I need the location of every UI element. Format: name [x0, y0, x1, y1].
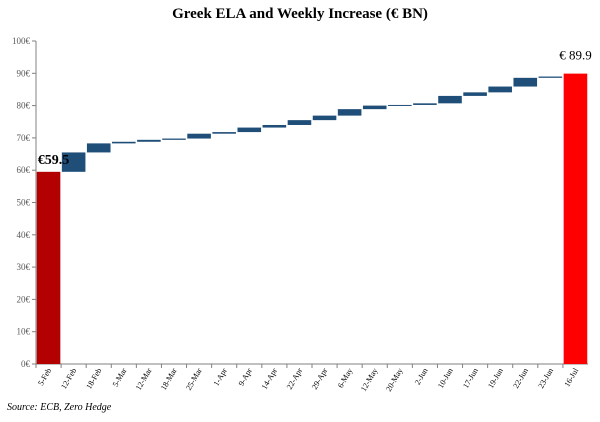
y-tick-label: 80€	[17, 101, 31, 111]
bar-increment	[187, 133, 211, 139]
x-tick-label: 5-Mar	[111, 366, 129, 388]
x-tick-label: 10-Jun	[436, 367, 455, 390]
x-tick-label: 14-Apr	[260, 366, 280, 391]
x-tick-label: 19-Jun	[486, 367, 505, 390]
x-tick-label: 6-May	[336, 367, 354, 390]
bar-increment	[463, 92, 487, 96]
x-tick-label: 23-Jun	[536, 367, 555, 390]
start-value-label: €59.5	[38, 153, 70, 168]
x-tick-label: 12-Feb	[59, 367, 78, 391]
bar-increment	[488, 86, 512, 93]
x-tick-label: 22-Jun	[511, 367, 530, 390]
y-tick-label: 10€	[17, 327, 31, 337]
bar-increment	[237, 127, 262, 133]
y-tick-label: 90€	[17, 68, 31, 78]
x-tick-label: 12-May	[359, 367, 379, 393]
bar-increment	[337, 109, 362, 116]
x-tick-label: 20-May	[384, 367, 404, 393]
y-tick-label: 70€	[17, 133, 31, 143]
bar-increment	[312, 115, 337, 121]
x-tick-label: 18-Feb	[84, 367, 103, 391]
y-tick-label: 50€	[17, 198, 31, 208]
bar-increment	[162, 138, 186, 140]
bar-increment	[362, 105, 387, 110]
x-tick-label: 25-Mar	[184, 366, 204, 392]
bar-increment	[112, 141, 136, 144]
bar-increment	[212, 132, 236, 134]
source-note: Source: ECB, Zero Hedge	[7, 402, 112, 413]
x-tick-label: 22-Apr	[285, 366, 305, 391]
x-tick-label: 18-Mar	[159, 366, 179, 392]
bar-increment	[287, 120, 312, 125]
bar-increment	[137, 139, 161, 142]
x-tick-label: 16-Jul	[562, 366, 580, 388]
y-tick-label: 40€	[17, 230, 31, 240]
bar-increment	[388, 104, 412, 106]
y-tick-label: 60€	[17, 165, 31, 175]
x-tick-label: 12-Mar	[134, 366, 154, 392]
y-tick-label: 0€	[21, 359, 31, 369]
bar-increment	[262, 124, 287, 128]
end-value-label: € 89.9	[559, 48, 592, 63]
bar-end	[563, 73, 588, 365]
x-tick-label: 5-Feb	[36, 367, 53, 388]
bar-increment	[61, 152, 86, 172]
y-tick-label: 20€	[17, 294, 31, 304]
x-tick-label: 29-Apr	[310, 366, 330, 391]
x-tick-label: 9-Apr	[237, 366, 255, 387]
bar-increment	[86, 143, 111, 153]
bar-increment	[513, 77, 538, 87]
x-tick-label: 1-Apr	[212, 366, 230, 387]
y-tick-label: 100€	[12, 36, 31, 46]
x-tick-label: 17-Jun	[461, 367, 480, 390]
bar-increment	[538, 76, 563, 78]
bar-start	[36, 171, 61, 364]
x-tick-label: 2-Jun	[413, 367, 430, 387]
bar-increment	[413, 103, 437, 105]
y-tick-label: 30€	[17, 262, 31, 272]
bar-increment	[438, 95, 462, 104]
chart-title: Greek ELA and Weekly Increase (€ BN)	[172, 6, 428, 22]
